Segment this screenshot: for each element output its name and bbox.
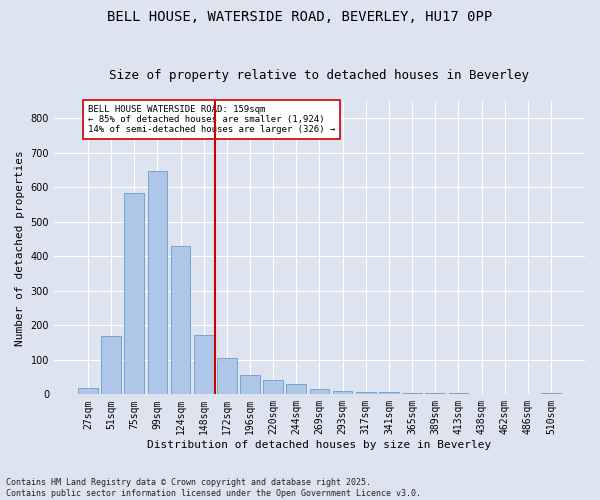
Bar	[379, 392, 399, 394]
Bar	[356, 392, 376, 394]
Bar	[310, 389, 329, 394]
Y-axis label: Number of detached properties: Number of detached properties	[15, 150, 25, 346]
Bar	[124, 192, 144, 394]
Bar	[170, 246, 190, 394]
Bar	[402, 392, 422, 394]
Bar	[78, 388, 98, 394]
Bar	[194, 335, 214, 394]
Bar	[449, 392, 468, 394]
Bar	[263, 380, 283, 394]
Bar	[333, 391, 352, 394]
Title: Size of property relative to detached houses in Beverley: Size of property relative to detached ho…	[109, 69, 529, 82]
Bar	[541, 392, 561, 394]
X-axis label: Distribution of detached houses by size in Beverley: Distribution of detached houses by size …	[148, 440, 491, 450]
Bar	[217, 358, 236, 395]
Bar	[286, 384, 306, 394]
Text: BELL HOUSE WATERSIDE ROAD: 159sqm
← 85% of detached houses are smaller (1,924)
1: BELL HOUSE WATERSIDE ROAD: 159sqm ← 85% …	[88, 104, 335, 134]
Text: Contains HM Land Registry data © Crown copyright and database right 2025.
Contai: Contains HM Land Registry data © Crown c…	[6, 478, 421, 498]
Bar	[101, 336, 121, 394]
Bar	[240, 374, 260, 394]
Bar	[148, 171, 167, 394]
Text: BELL HOUSE, WATERSIDE ROAD, BEVERLEY, HU17 0PP: BELL HOUSE, WATERSIDE ROAD, BEVERLEY, HU…	[107, 10, 493, 24]
